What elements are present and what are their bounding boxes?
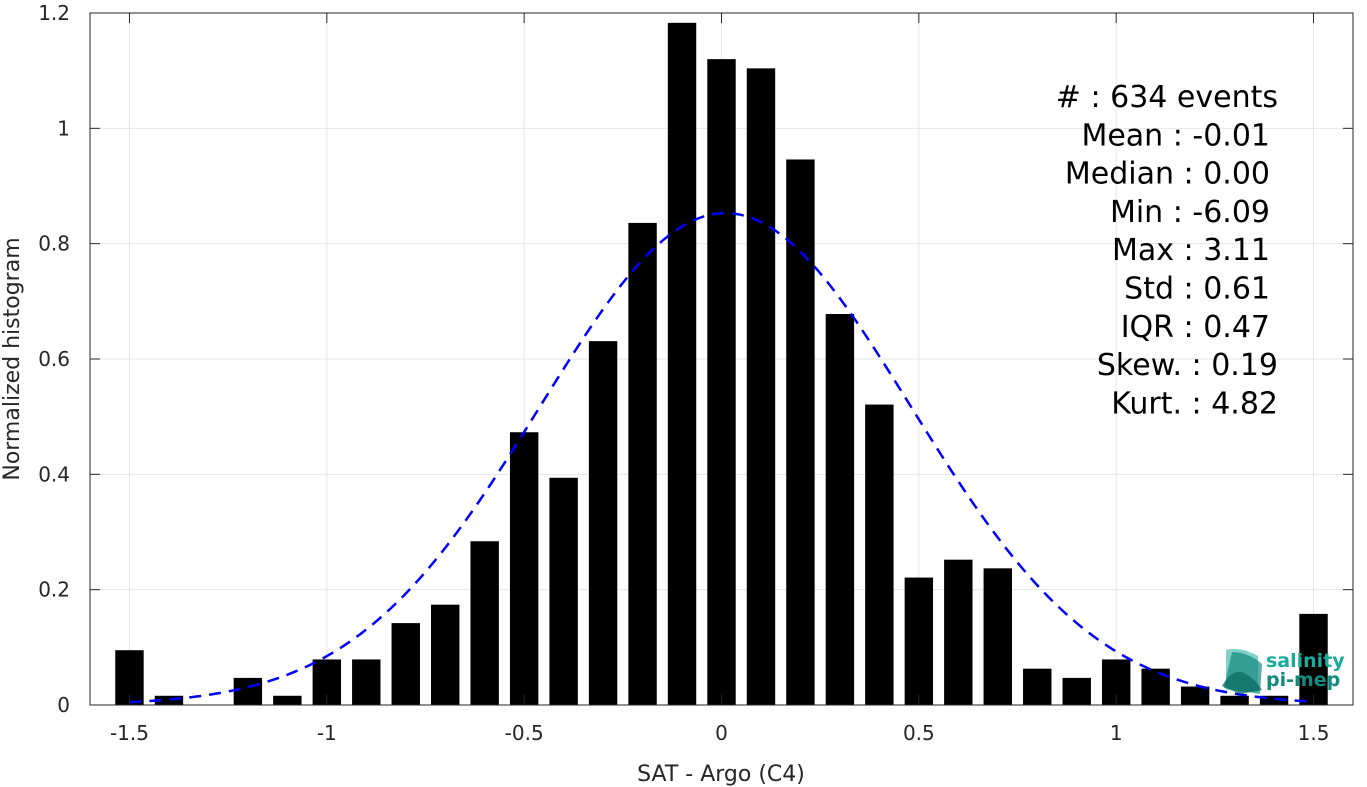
histogram-bar	[352, 659, 381, 705]
stats-value: 0.00	[1203, 157, 1270, 192]
histogram-bar	[707, 59, 736, 705]
stats-label: Skew. :	[1097, 348, 1211, 383]
stats-line: # : 634 events	[1056, 80, 1278, 115]
stats-value: 3.11	[1203, 233, 1270, 268]
y-tick-label: 1	[57, 116, 70, 140]
stats-value: -6.09	[1192, 195, 1270, 230]
x-axis-label: SAT - Argo (C4)	[637, 762, 805, 787]
histogram-bar	[1180, 686, 1210, 705]
stats-value: 0.19	[1211, 348, 1278, 383]
histogram-bar	[904, 577, 934, 705]
histogram-bar	[273, 695, 302, 705]
stats-line: Skew. : 0.19	[1097, 348, 1278, 383]
histogram-bar	[865, 404, 894, 705]
stats-line: Std : 0.61	[1124, 272, 1270, 307]
x-tick-label: 1	[1110, 721, 1123, 745]
y-tick-label: 0.8	[38, 232, 70, 256]
histogram-bars	[115, 22, 1328, 706]
stats-line: Kurt. : 4.82	[1111, 386, 1278, 421]
x-tick-label: -0.5	[505, 721, 544, 745]
logo-line2: pi-mep	[1266, 669, 1340, 691]
gaussian-fit-curve	[129, 211, 1314, 704]
histogram-bar	[825, 314, 855, 705]
salinity-pi-mep-logo: salinity pi-mep	[1222, 648, 1345, 694]
stats-label: Mean :	[1081, 118, 1192, 153]
y-tick-label: 0.2	[38, 578, 70, 602]
histogram-bar	[1220, 695, 1249, 705]
stats-value: 4.82	[1211, 386, 1278, 421]
stats-line: IQR : 0.47	[1121, 310, 1270, 345]
stats-value: 634 events	[1110, 80, 1278, 115]
stats-label: # :	[1056, 80, 1110, 115]
y-axis-label: Normalized histogram	[0, 237, 25, 480]
histogram-bar	[154, 695, 184, 705]
x-tick-label: 0	[715, 721, 728, 745]
histogram-bar	[470, 541, 499, 705]
stats-label: Min :	[1110, 195, 1192, 230]
stats-value: 0.61	[1203, 272, 1270, 307]
histogram-bar	[391, 623, 420, 705]
histogram-bar	[1141, 668, 1170, 705]
x-tick-label: 0.5	[903, 721, 935, 745]
histogram-bar	[746, 68, 776, 706]
histogram-bar	[588, 341, 618, 705]
histogram-bar	[233, 677, 263, 705]
x-tick-label: -1.5	[110, 721, 149, 745]
histogram-bar	[667, 22, 697, 705]
histogram-bar	[509, 432, 539, 705]
histogram-bar	[1023, 668, 1052, 705]
y-tick-label: 1.2	[38, 1, 70, 25]
stats-line: Min : -6.09	[1110, 195, 1270, 230]
stats-label: Kurt. :	[1111, 386, 1211, 421]
y-tick-label: 0	[57, 693, 70, 717]
y-tick-label: 0.4	[38, 462, 70, 486]
logo-line1: salinity	[1266, 650, 1345, 672]
stats-value: -0.01	[1192, 118, 1270, 153]
stats-value: 0.47	[1203, 310, 1270, 345]
axis-ticks: -1.5 -1 -0.5 0 0.5 1 1.5 0 0.2 0.4 0.6 0.8 1 1.2	[38, 1, 1353, 745]
stats-line: Median : 0.00	[1065, 157, 1270, 192]
stats-label: Std :	[1124, 272, 1203, 307]
x-tick-label: -1	[317, 721, 337, 745]
stats-label: IQR :	[1121, 310, 1204, 345]
y-tick-label: 0.6	[38, 347, 70, 371]
stats-label: Median :	[1065, 157, 1203, 192]
logo-mark-icon	[1222, 648, 1262, 694]
histogram-bar	[1299, 613, 1328, 705]
histogram-bar	[1259, 695, 1289, 705]
histogram-bar	[983, 568, 1012, 705]
stats-line: Max : 3.11	[1112, 233, 1270, 268]
stats-label: Max :	[1112, 233, 1203, 268]
histogram-bar	[628, 222, 657, 705]
x-tick-label: 1.5	[1298, 721, 1330, 745]
histogram-bar	[786, 159, 815, 705]
stats-line: Mean : -0.01	[1081, 118, 1270, 153]
histogram-bar	[431, 604, 460, 705]
histogram-bar	[549, 477, 578, 705]
histogram-bar	[1062, 677, 1091, 705]
histogram-bar	[944, 559, 973, 705]
